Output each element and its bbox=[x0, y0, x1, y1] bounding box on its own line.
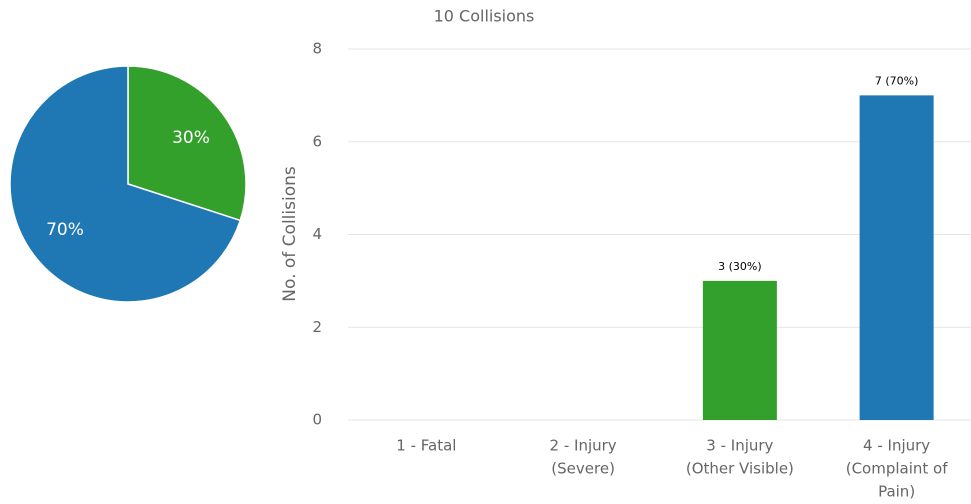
x-tick-label: Pain) bbox=[878, 483, 915, 501]
x-tick-label: (Other Visible) bbox=[686, 460, 794, 478]
bar bbox=[859, 95, 934, 420]
y-tick-label: 4 bbox=[312, 225, 322, 243]
x-tick-label: (Severe) bbox=[551, 460, 615, 478]
pie-slice bbox=[9, 65, 242, 303]
y-tick-label: 0 bbox=[312, 411, 322, 429]
y-axis-label: No. of Collisions bbox=[280, 166, 300, 302]
x-tick-label: 1 - Fatal bbox=[396, 437, 456, 455]
chart-title: 10 Collisions bbox=[434, 7, 535, 26]
bar bbox=[702, 280, 777, 420]
x-tick-label: 3 - Injury bbox=[706, 437, 773, 455]
x-tick-label: 4 - Injury bbox=[863, 437, 930, 455]
x-tick-label: (Complaint of bbox=[846, 460, 948, 478]
slice-label: 70% bbox=[46, 220, 84, 240]
pie-slice bbox=[127, 65, 247, 222]
bar-value-label: 3 (30%) bbox=[718, 260, 762, 273]
x-tick-label: 2 - Injury bbox=[550, 437, 617, 455]
y-tick-label: 6 bbox=[312, 132, 322, 150]
bar-value-label: 7 (70%) bbox=[875, 74, 919, 87]
y-tick-label: 8 bbox=[312, 40, 322, 58]
y-tick-label: 2 bbox=[312, 318, 322, 336]
slice-label: 30% bbox=[172, 128, 210, 148]
